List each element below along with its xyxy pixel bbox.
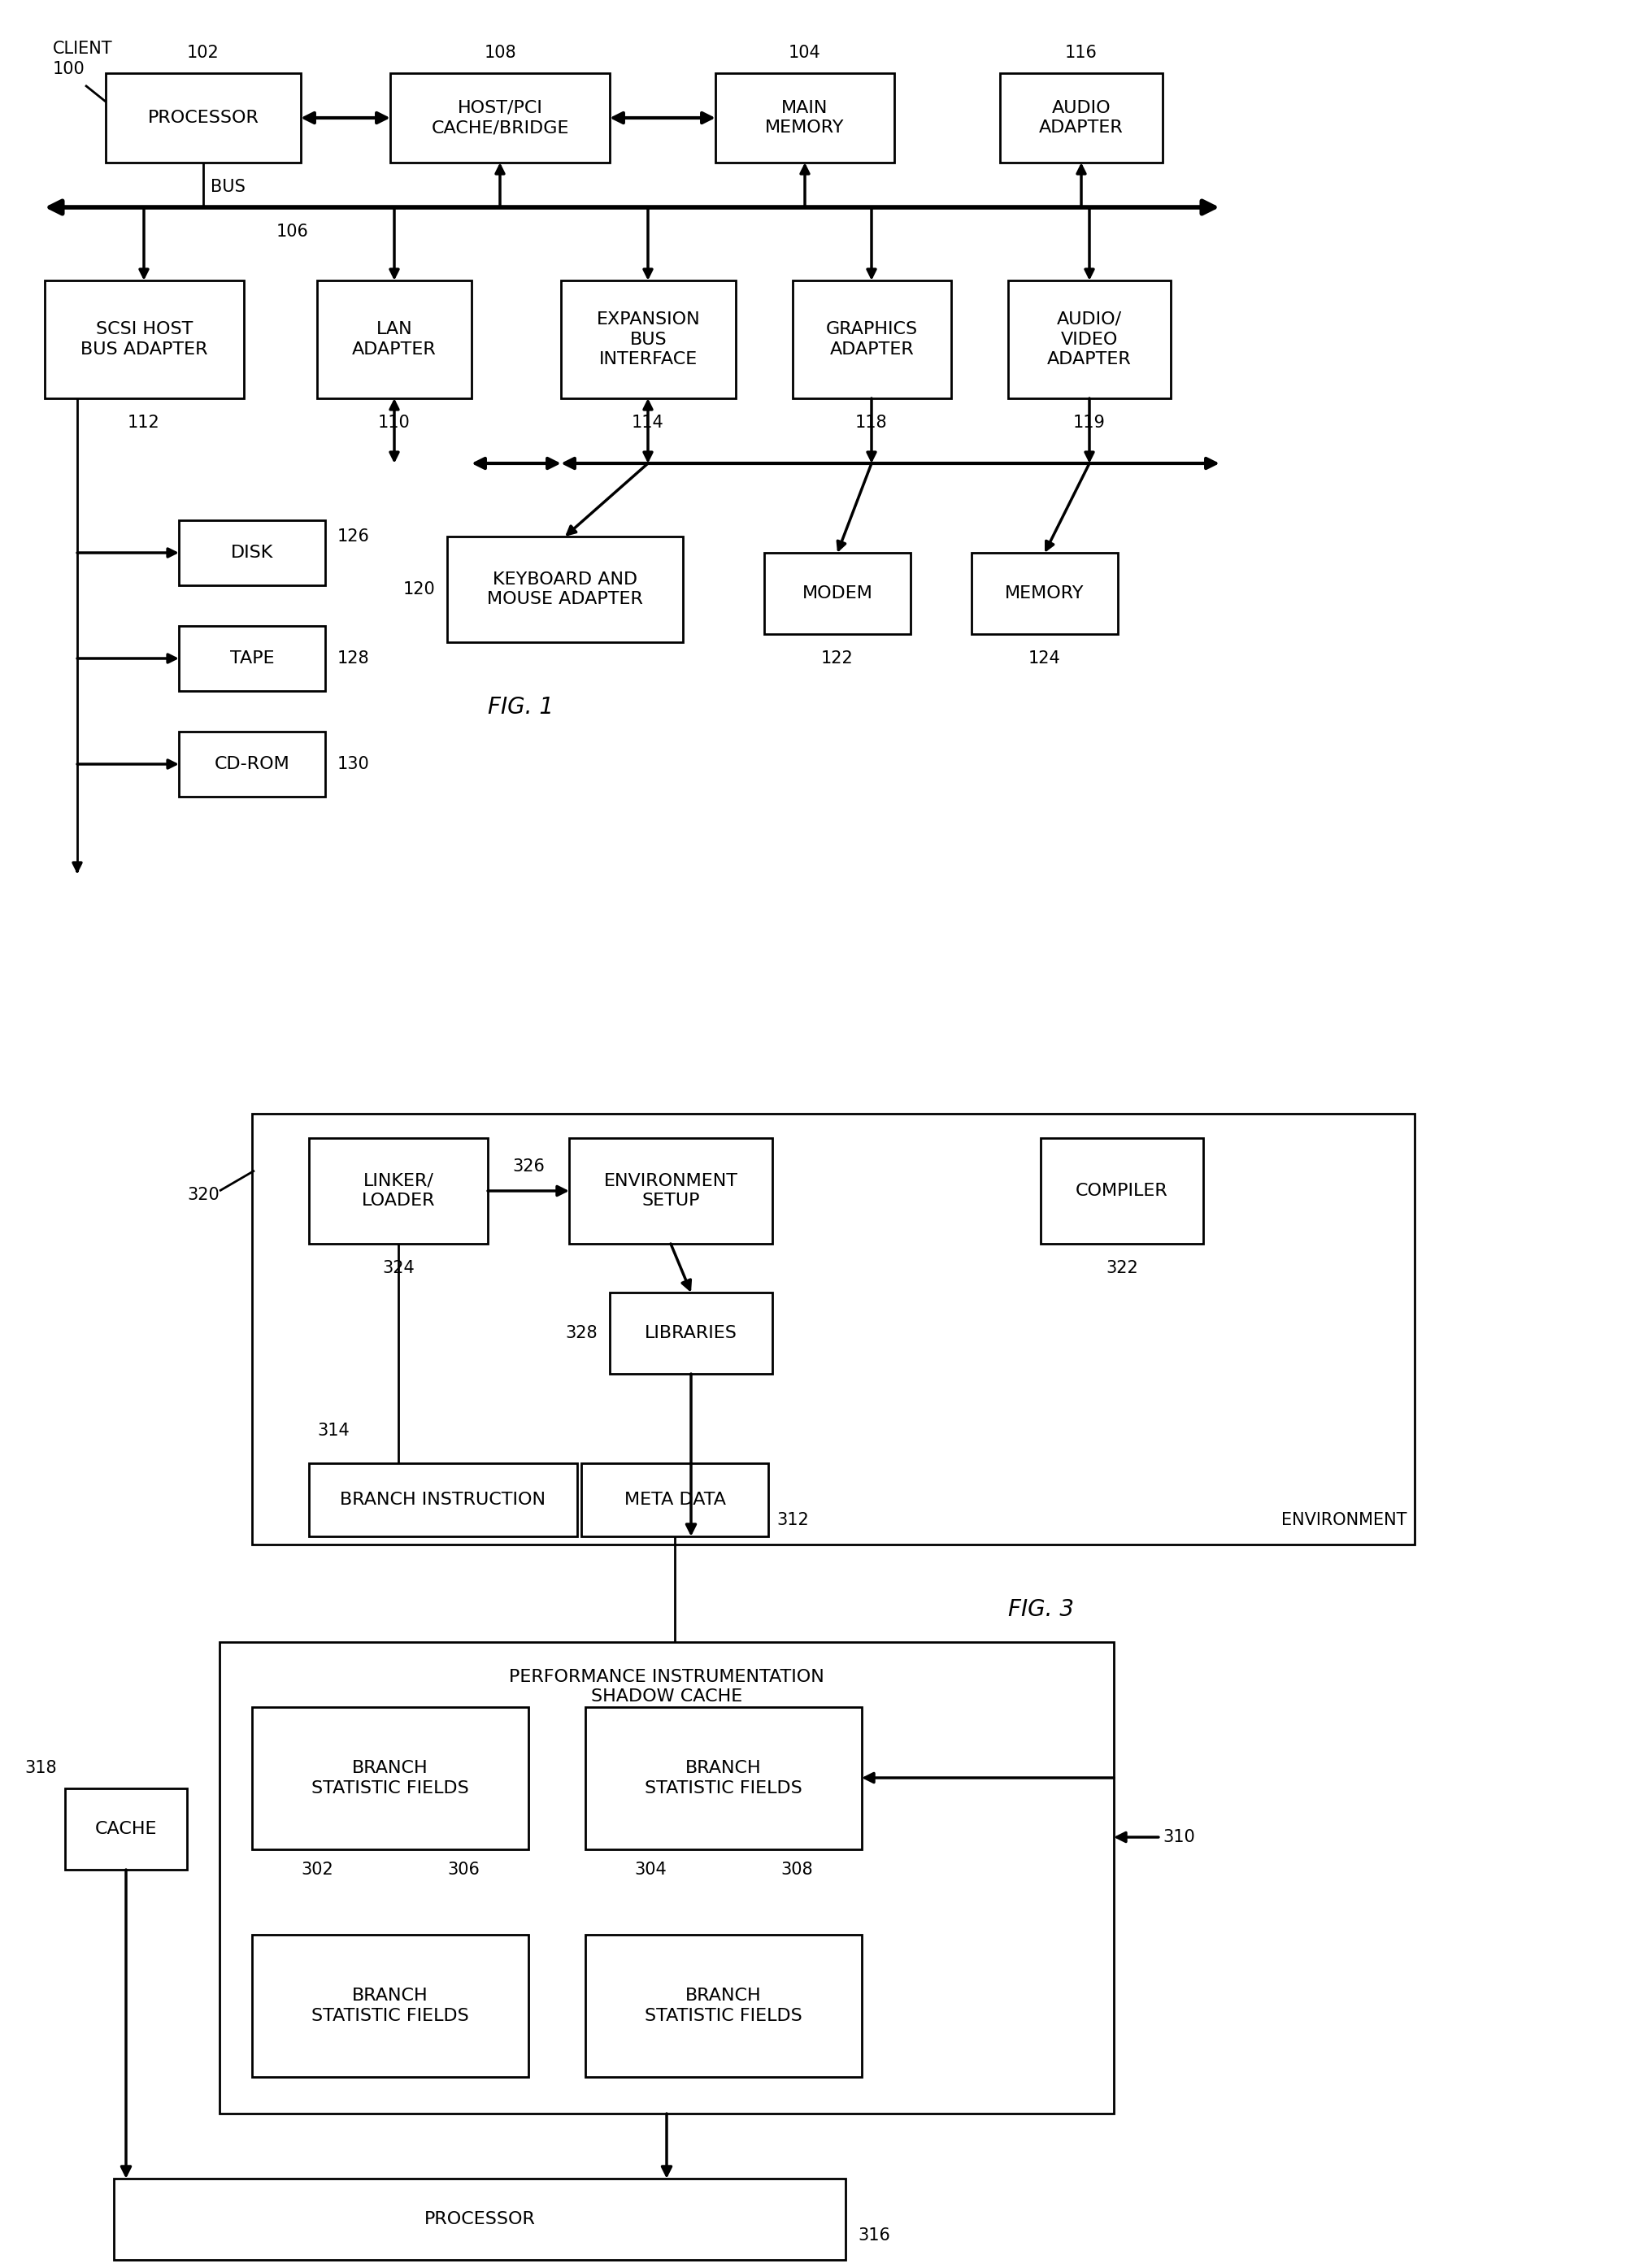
Text: 304: 304 [634,1862,666,1878]
Text: 119: 119 [1074,415,1105,431]
Bar [309,1463,577,1535]
Text: 302: 302 [301,1862,334,1878]
Bar [610,1293,773,1374]
Text: 320: 320 [187,1186,220,1202]
Text: LAN
ADAPTER: LAN ADAPTER [352,322,436,358]
Bar [582,1463,768,1535]
Bar [390,73,610,163]
Text: META DATA: META DATA [624,1492,725,1508]
Bar [568,1139,773,1243]
Text: 100: 100 [53,61,86,77]
Text: 102: 102 [187,45,220,61]
Bar [971,553,1118,635]
Text: TAPE: TAPE [230,651,274,667]
Bar [562,281,735,399]
Text: LINKER/
LOADER: LINKER/ LOADER [362,1173,434,1209]
Text: 326: 326 [512,1159,545,1175]
Text: 110: 110 [378,415,410,431]
Text: 130: 130 [337,755,370,773]
Text: 328: 328 [565,1325,598,1340]
Text: BUS: BUS [210,179,244,195]
Text: 112: 112 [127,415,160,431]
Text: HOST/PCI
CACHE/BRIDGE: HOST/PCI CACHE/BRIDGE [431,100,568,136]
Text: ENVIRONMENT: ENVIRONMENT [1280,1513,1406,1529]
Text: BRANCH
STATISTIC FIELDS: BRANCH STATISTIC FIELDS [644,1760,803,1796]
Bar [715,73,894,163]
Bar [1008,281,1171,399]
Bar [448,538,682,642]
Bar [793,281,952,399]
Text: 104: 104 [788,45,821,61]
Text: 308: 308 [781,1862,813,1878]
Text: GRAPHICS
ADAPTER: GRAPHICS ADAPTER [826,322,919,358]
Text: CACHE: CACHE [94,1821,157,1837]
Text: 310: 310 [1163,1828,1194,1846]
Text: SCSI HOST
BUS ADAPTER: SCSI HOST BUS ADAPTER [81,322,208,358]
Text: 306: 306 [448,1862,479,1878]
Text: 116: 116 [1066,45,1097,61]
Bar [45,281,244,399]
Bar [253,1935,529,2077]
Text: FIG. 3: FIG. 3 [1008,1599,1074,1622]
Text: COMPILER: COMPILER [1075,1184,1168,1200]
Bar [765,553,910,635]
Text: 122: 122 [821,651,854,667]
Text: 126: 126 [337,528,370,544]
Text: 128: 128 [337,651,370,667]
Text: CLIENT: CLIENT [53,41,112,57]
Text: 318: 318 [25,1760,56,1776]
Bar [178,626,325,692]
Text: FIG. 1: FIG. 1 [487,696,553,719]
Text: BRANCH
STATISTIC FIELDS: BRANCH STATISTIC FIELDS [312,1987,469,2023]
Text: MEMORY: MEMORY [1004,585,1084,601]
Text: 316: 316 [857,2227,890,2243]
Text: PROCESSOR: PROCESSOR [147,109,259,127]
Text: BRANCH
STATISTIC FIELDS: BRANCH STATISTIC FIELDS [644,1987,803,2023]
Text: KEYBOARD AND
MOUSE ADAPTER: KEYBOARD AND MOUSE ADAPTER [487,572,643,608]
Bar [106,73,301,163]
Bar [585,1935,862,2077]
Text: 322: 322 [1105,1261,1138,1277]
Text: 314: 314 [317,1422,349,1438]
Bar [317,281,471,399]
Bar [178,519,325,585]
Text: 324: 324 [382,1261,415,1277]
Bar [64,1789,187,1869]
Text: BRANCH
STATISTIC FIELDS: BRANCH STATISTIC FIELDS [312,1760,469,1796]
Text: AUDIO/
VIDEO
ADAPTER: AUDIO/ VIDEO ADAPTER [1047,311,1132,367]
Text: DISK: DISK [231,544,273,560]
Text: ENVIRONMENT
SETUP: ENVIRONMENT SETUP [603,1173,738,1209]
Bar [1041,1139,1203,1243]
Text: 120: 120 [403,581,434,596]
Text: AUDIO
ADAPTER: AUDIO ADAPTER [1039,100,1123,136]
Text: 114: 114 [631,415,664,431]
Bar [253,1114,1414,1545]
Text: PROCESSOR: PROCESSOR [425,2211,535,2227]
Bar [585,1708,862,1848]
Text: 312: 312 [776,1513,809,1529]
Text: 108: 108 [484,45,515,61]
Bar [114,2180,846,2259]
Bar [309,1139,487,1243]
Text: 118: 118 [856,415,887,431]
Text: BRANCH INSTRUCTION: BRANCH INSTRUCTION [340,1492,545,1508]
Text: CD-ROM: CD-ROM [215,755,289,773]
Text: LIBRARIES: LIBRARIES [644,1325,737,1340]
Bar [999,73,1163,163]
Text: EXPANSION
BUS
INTERFACE: EXPANSION BUS INTERFACE [596,311,700,367]
Text: 124: 124 [1029,651,1061,667]
Bar [253,1708,529,1848]
Text: PERFORMANCE INSTRUMENTATION
SHADOW CACHE: PERFORMANCE INSTRUMENTATION SHADOW CACHE [509,1669,824,1703]
Text: 106: 106 [276,225,309,240]
Text: MODEM: MODEM [803,585,872,601]
Bar [178,733,325,796]
Text: MAIN
MEMORY: MAIN MEMORY [765,100,844,136]
Bar [220,1642,1113,2114]
